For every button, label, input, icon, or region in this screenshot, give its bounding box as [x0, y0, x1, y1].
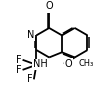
- Text: F: F: [27, 74, 33, 84]
- Text: N: N: [27, 30, 34, 40]
- Text: F: F: [16, 55, 22, 65]
- Text: O: O: [45, 1, 53, 11]
- Text: O: O: [65, 59, 72, 69]
- Text: CH₃: CH₃: [79, 59, 94, 68]
- Text: NH: NH: [33, 59, 47, 69]
- Text: F: F: [16, 65, 22, 75]
